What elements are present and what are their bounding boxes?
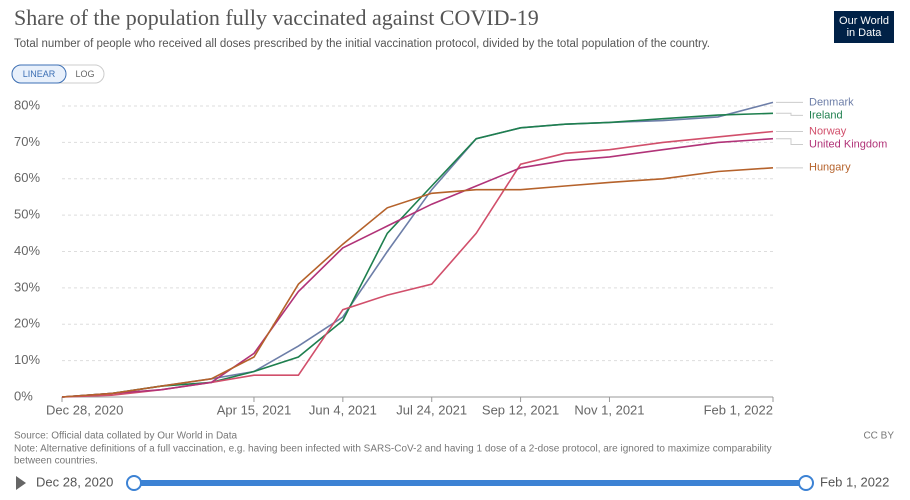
timeline-end: Feb 1, 2022 [820,474,889,489]
y-tick-label: 30% [14,279,40,294]
logo[interactable] [834,11,894,43]
chart-title: Share of the population fully vaccinated… [14,5,539,30]
legend-label: Ireland [809,109,843,121]
y-tick-label: 20% [14,316,40,331]
logo-text: in Data [847,27,883,39]
legend-connector [776,138,803,145]
series-line [61,137,774,398]
series-line [61,167,774,398]
y-tick-label: 40% [14,243,40,258]
note: Note: Alternative definitions of a full … [14,444,772,455]
x-tick-label: Dec 28, 2020 [46,402,123,417]
series-line [61,101,774,398]
legend-label: Norway [809,125,847,137]
x-tick-label: Jun 4, 2021 [309,402,377,417]
x-tick-label: Apr 15, 2021 [217,402,291,417]
series-line [61,112,774,398]
legend-label: Denmark [809,96,854,108]
chart-subtitle: Total number of people who received all … [14,38,710,50]
timeline-start: Dec 28, 2020 [36,474,113,489]
series-line [61,130,774,398]
y-tick-label: 60% [14,170,40,185]
source: Source: Official data collated by Our Wo… [14,431,238,442]
logo-text: Our World [839,15,889,27]
y-tick-label: 70% [14,134,40,149]
x-tick-label: Feb 1, 2022 [704,402,773,417]
linear-label: LINEAR [23,69,56,79]
y-tick-label: 0% [14,388,33,403]
legend-label: Hungary [809,162,851,174]
legend-connector [776,112,803,116]
timeline-track [134,480,806,486]
y-tick-label: 10% [14,352,40,367]
y-tick-label: 80% [14,97,40,112]
note: between countries. [14,456,98,467]
x-tick-label: Jul 24, 2021 [396,402,467,417]
linear-button[interactable] [11,64,67,84]
log-label[interactable]: LOG [75,69,94,79]
x-tick-label: Sep 12, 2021 [482,402,559,417]
license: CC BY [863,431,894,442]
y-tick-label: 50% [14,207,40,222]
timeline-handle[interactable] [126,475,142,491]
x-tick-label: Nov 1, 2021 [574,402,644,417]
legend-label: United Kingdom [809,138,887,150]
timeline-handle[interactable] [798,475,814,491]
play-button[interactable] [16,476,26,490]
